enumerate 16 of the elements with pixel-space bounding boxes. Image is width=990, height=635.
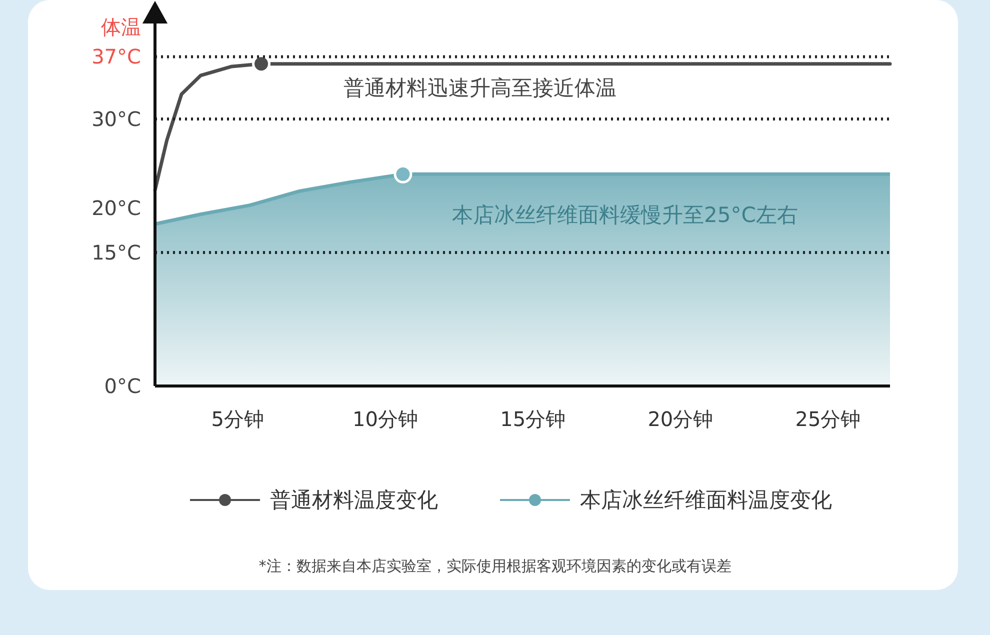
x-tick-label: 15分钟	[500, 407, 566, 431]
y-tick-label: 30°C	[92, 107, 141, 131]
text: *注：数据来自本店实验室，实际使用根据客观环境因素的变化或有误差	[258, 557, 732, 575]
x-tick-label: 20分钟	[648, 407, 714, 431]
legend-label: 普通材料温度变化	[270, 488, 438, 512]
x-tick-label: 5分钟	[211, 407, 264, 431]
y-tick-label: 15°C	[92, 240, 141, 264]
x-tick-label: 25分钟	[795, 407, 861, 431]
y-tick-label: 20°C	[92, 196, 141, 220]
y-tick-label: 37°C	[92, 44, 141, 69]
y-tick-label: 0°C	[104, 374, 141, 398]
annotation: 本店冰丝纤维面料缓慢升至25°C左右	[452, 203, 798, 227]
legend-label: 本店冰丝纤维面料温度变化	[580, 488, 832, 512]
y-axis-title: 体温	[101, 15, 141, 39]
annotation: 普通材料迅速升高至接近体温	[344, 76, 616, 100]
x-tick-label: 10分钟	[352, 407, 418, 431]
